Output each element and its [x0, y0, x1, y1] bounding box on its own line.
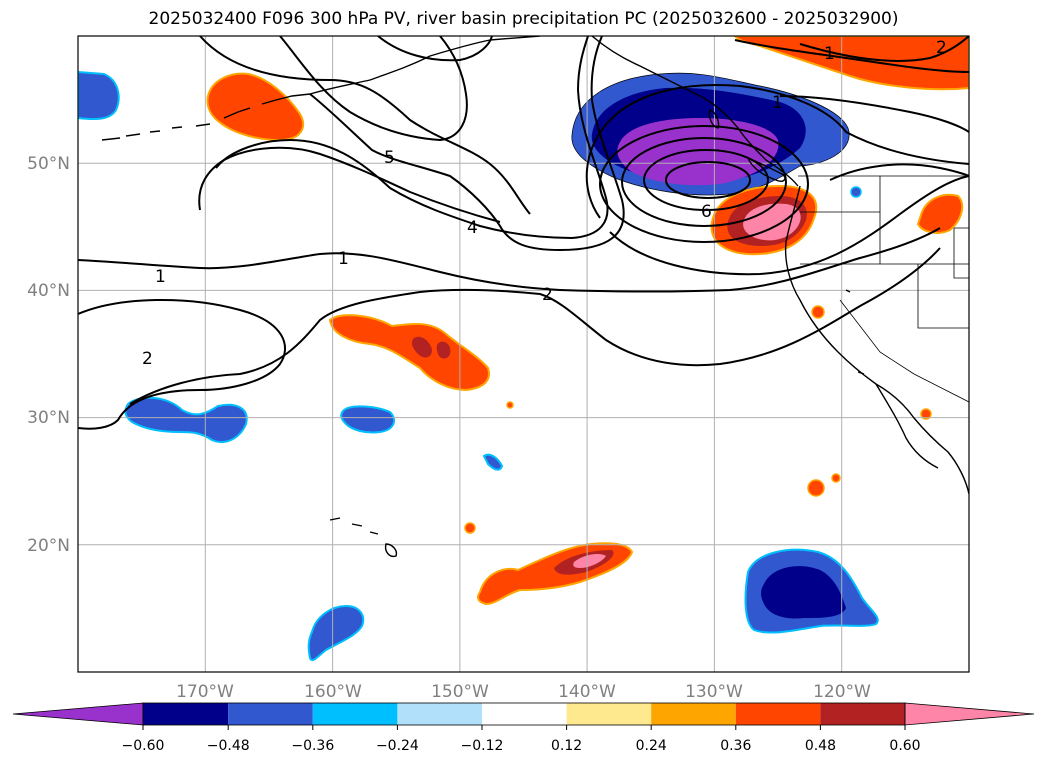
- colorbar-tick: 0.36: [720, 738, 751, 754]
- colorbar-tick: −0.24: [376, 738, 419, 754]
- negative-anomaly-subtropics-west: [124, 396, 248, 443]
- contour-label: 2: [936, 38, 947, 58]
- contour-label: 4: [467, 218, 478, 238]
- contour-label: 5: [384, 148, 395, 168]
- colorbar-tick: 0.48: [805, 738, 836, 754]
- lat-label: 40°N: [27, 281, 70, 301]
- colorbar-swatch: [143, 703, 229, 725]
- colorbar-extend-high: [904, 702, 1035, 726]
- longitude-labels: 170°W 160°W 150°W 140°W 130°W 120°W: [176, 682, 871, 702]
- colorbar-swatch: [651, 703, 736, 725]
- contour-label: 1: [155, 267, 166, 287]
- precipitation-pc-shading: [78, 36, 969, 662]
- lon-label: 160°W: [304, 682, 362, 702]
- colorbar-tick: 0.24: [636, 738, 667, 754]
- positive-anomaly-central-pacific: [328, 314, 490, 392]
- colorbar-tick: −0.12: [461, 738, 504, 754]
- map-frame: [77, 35, 970, 673]
- lat-label: 30°N: [27, 408, 70, 428]
- contour-label: 1: [772, 93, 783, 113]
- colorbar-tick: −0.60: [122, 738, 165, 754]
- colorbar-swatch: [482, 703, 567, 725]
- borders: [798, 175, 969, 403]
- gridlines: [78, 36, 969, 672]
- colorbar-swatch: [820, 703, 905, 725]
- pv-contours: [78, 36, 969, 430]
- pv-contour-labels: 1 2 5 4 1 2 6 1 2 1: [142, 38, 947, 369]
- colorbar-extend-low: [12, 702, 144, 726]
- negative-anomaly-bering: [78, 70, 120, 120]
- positive-anomaly-aleutians: [206, 72, 305, 142]
- contour-label: 2: [142, 349, 153, 369]
- lon-label: 170°W: [176, 682, 234, 702]
- colorbar-swatch: [735, 703, 821, 725]
- map-title: 2025032400 F096 300 hPa PV, river basin …: [148, 9, 899, 29]
- colorbar-tick: 0.60: [889, 738, 920, 754]
- lat-label: 20°N: [27, 536, 70, 556]
- colorbar-tick: 0.12: [551, 738, 582, 754]
- contour-label: 2: [542, 285, 553, 305]
- contour-label: 1: [824, 44, 835, 64]
- contour-label: 1: [338, 249, 349, 269]
- lon-label: 130°W: [685, 682, 743, 702]
- lat-label: 50°N: [27, 154, 70, 174]
- coastlines: [101, 36, 969, 558]
- colorbar-swatch: [312, 703, 398, 725]
- contour-label: 6: [701, 202, 712, 222]
- colorbar-tick: −0.48: [207, 738, 250, 754]
- lon-label: 150°W: [431, 682, 489, 702]
- colorbar-tick: −0.36: [291, 738, 334, 754]
- colorbar-swatch: [228, 703, 313, 725]
- colorbar-swatch: [397, 703, 482, 725]
- lon-label: 120°W: [813, 682, 871, 702]
- lon-label: 140°W: [558, 682, 616, 702]
- colorbar-swatch: [566, 703, 652, 725]
- latitude-labels: 50°N 40°N 30°N 20°N: [27, 154, 70, 556]
- map-area: 1 2 5 4 1 2 6 1 2 1: [78, 36, 969, 672]
- colorbar: −0.60 −0.48 −0.36 −0.24 −0.12 0.12 0.24 …: [12, 702, 1035, 754]
- negative-anomaly-hawaii-south: [307, 604, 365, 662]
